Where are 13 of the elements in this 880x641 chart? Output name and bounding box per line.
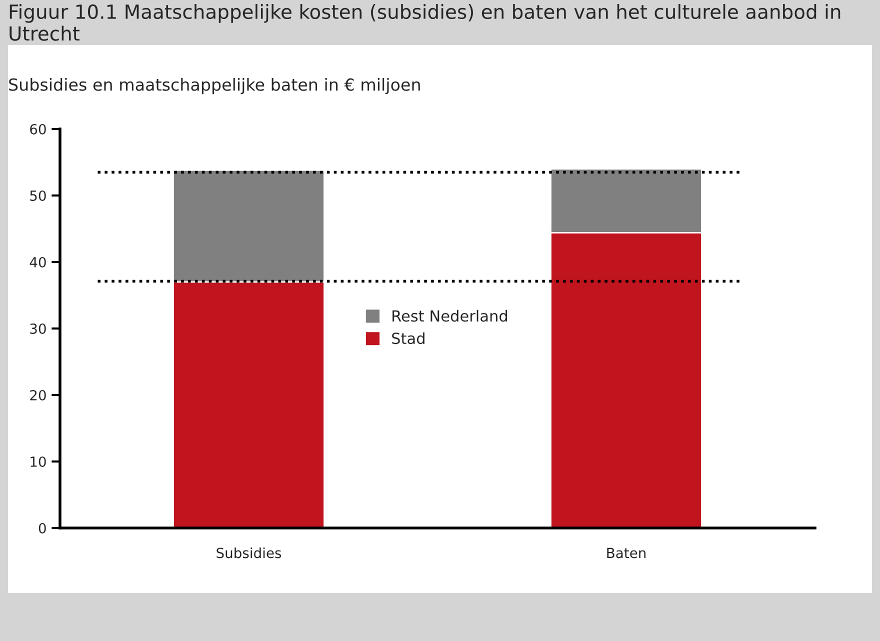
y-tick-label: 0 [38, 522, 46, 534]
y-tick-label: 40 [30, 256, 46, 268]
y-tick-label: 50 [30, 190, 46, 201]
legend-label: Stad [392, 332, 424, 344]
y-tick-label: 20 [30, 390, 46, 400]
y-tick-label: 30 [30, 323, 46, 334]
chart-title: Figuur 10.1 Maatschappelijke kosten (subsidies) en baten van het culturele aanbod in Utrecht [10, 4, 840, 41]
y-axis-title: Subsidies en maatschappelijke baten in € miljoen [9, 78, 420, 94]
y-tick-label: 10 [30, 456, 46, 467]
y-tick-label: 60 [30, 124, 46, 134]
x-tick-label: Subsidies [216, 547, 282, 558]
x-tick-label: Baten [607, 548, 646, 558]
legend-label: Rest Nederland [392, 310, 507, 322]
